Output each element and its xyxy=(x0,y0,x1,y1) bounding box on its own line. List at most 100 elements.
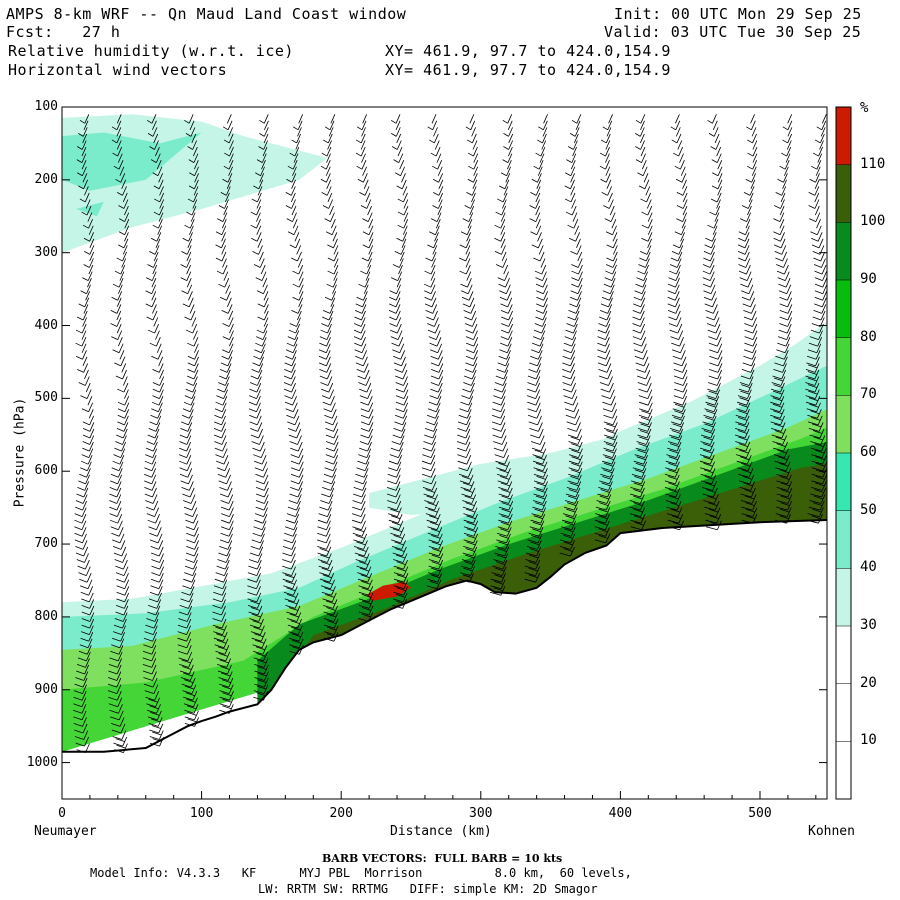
wind-barb xyxy=(639,133,645,144)
wind-barb xyxy=(774,514,792,524)
wind-barb xyxy=(778,284,792,295)
wind-barb xyxy=(736,455,752,465)
wind-barb xyxy=(181,284,193,295)
wind-barb xyxy=(460,278,472,288)
wind-barb xyxy=(317,514,332,524)
wind-barb xyxy=(322,592,337,603)
wind-barb xyxy=(254,664,269,675)
wind-barb xyxy=(111,120,122,131)
wind-barb xyxy=(322,481,336,491)
wind-barb xyxy=(781,146,792,157)
wind-barb xyxy=(187,140,198,150)
wind-barb xyxy=(256,284,268,295)
wind-barb xyxy=(682,205,688,216)
wind-barb xyxy=(669,264,681,275)
wind-barb xyxy=(319,566,334,577)
wind-barb xyxy=(466,337,479,347)
wind-barb xyxy=(320,173,331,183)
wind-barb xyxy=(457,415,471,426)
wind-barb xyxy=(673,146,684,157)
wind-barb xyxy=(432,186,444,196)
wind-barb xyxy=(463,304,476,314)
wind-barb xyxy=(81,330,87,340)
wind-barb xyxy=(225,284,231,294)
wind-barb xyxy=(288,323,301,334)
wind-barb xyxy=(774,455,790,465)
wind-barb xyxy=(368,232,374,242)
wind-barb xyxy=(425,507,440,518)
wind-barb xyxy=(252,245,263,255)
wind-barb xyxy=(112,278,124,288)
wind-barb xyxy=(284,389,297,399)
wind-barb xyxy=(805,369,820,380)
wind-barb xyxy=(562,356,575,367)
wind-barb xyxy=(193,186,199,196)
wind-barb xyxy=(255,474,269,485)
wind-barb xyxy=(356,559,371,570)
wind-barb xyxy=(333,258,339,268)
colorbar-bin xyxy=(836,683,851,742)
wind-barb xyxy=(717,173,723,183)
wind-barb xyxy=(632,330,646,341)
wind-barb xyxy=(399,251,405,262)
wind-barb xyxy=(109,500,122,511)
wind-barb xyxy=(564,179,575,190)
wind-barb xyxy=(321,487,335,498)
wind-barb xyxy=(647,238,652,249)
wind-barb xyxy=(667,304,681,314)
wind-barb xyxy=(84,369,89,380)
wind-barb xyxy=(145,448,158,458)
wind-barb xyxy=(667,441,682,452)
wind-barb xyxy=(327,192,333,203)
wind-barb xyxy=(183,494,196,504)
wind-barb xyxy=(500,297,513,308)
wind-barb xyxy=(638,179,650,190)
wind-barb xyxy=(601,461,616,472)
wind-barb xyxy=(497,527,512,537)
wind-barb xyxy=(327,238,338,249)
wind-barb xyxy=(664,468,680,478)
wind-barb xyxy=(82,133,88,144)
wind-barb xyxy=(185,127,196,137)
wind-barb xyxy=(256,225,262,235)
wind-barb xyxy=(599,369,613,380)
wind-barb xyxy=(149,415,162,426)
wind-barb xyxy=(77,481,90,491)
wind-barb xyxy=(116,186,127,196)
wind-barb xyxy=(288,632,304,642)
wind-barb xyxy=(367,258,372,268)
wind-barb xyxy=(638,409,653,419)
wind-barb xyxy=(425,251,437,262)
wind-barb xyxy=(179,428,192,439)
wind-barb xyxy=(250,219,261,229)
wind-barb xyxy=(464,369,477,380)
wind-barb xyxy=(212,618,227,629)
wind-barb xyxy=(181,677,196,688)
wind-barb xyxy=(149,140,159,150)
wind-barb xyxy=(221,507,234,518)
wind-barb xyxy=(76,487,89,498)
wind-barb xyxy=(498,487,513,498)
wind-barb xyxy=(354,546,369,557)
wind-barb xyxy=(814,205,820,216)
wind-barb xyxy=(571,264,583,275)
wind-barb xyxy=(748,192,754,203)
wind-barb xyxy=(181,409,194,419)
wind-barb xyxy=(119,350,125,360)
wind-barb xyxy=(73,717,87,727)
wind-barb xyxy=(151,402,163,413)
wind-barb xyxy=(529,199,541,209)
wind-barb xyxy=(664,481,680,491)
wind-barb xyxy=(156,343,162,353)
wind-barb xyxy=(594,514,610,524)
wind-barb xyxy=(155,146,160,157)
wind-barb xyxy=(563,389,577,400)
wind-barb xyxy=(397,219,409,229)
wind-barb xyxy=(496,461,510,472)
wind-barb xyxy=(457,422,471,432)
wind-barb xyxy=(457,455,472,465)
wind-barb xyxy=(501,310,513,321)
wind-barb xyxy=(114,441,127,452)
wind-barb xyxy=(573,133,579,144)
wind-barb xyxy=(117,382,129,393)
